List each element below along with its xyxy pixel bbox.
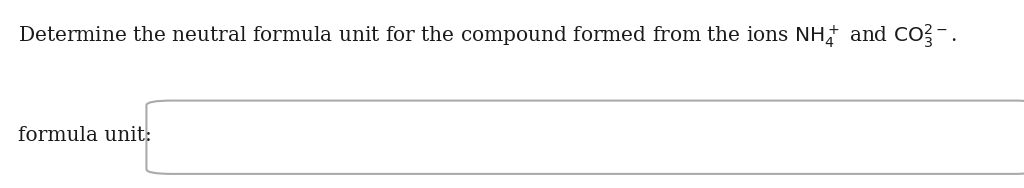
FancyBboxPatch shape: [146, 101, 1024, 174]
Text: Determine the neutral formula unit for the compound formed from the ions $\mathr: Determine the neutral formula unit for t…: [18, 23, 957, 50]
Text: formula unit:: formula unit:: [18, 126, 153, 145]
